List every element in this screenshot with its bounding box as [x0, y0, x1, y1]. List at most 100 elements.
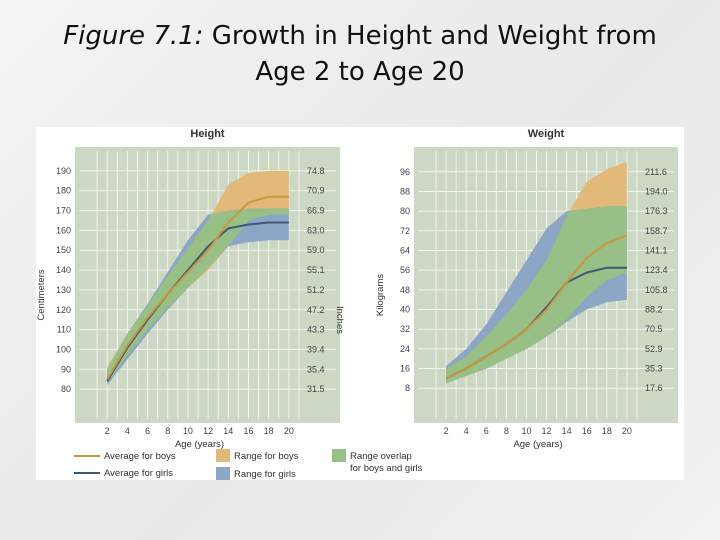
legend-overlap-line2: for boys and girls: [350, 463, 423, 474]
height-y-tick-left: 180: [56, 186, 71, 196]
height-y-tick-right: 70.9: [307, 186, 325, 196]
title-figure-number: Figure 7.1:: [63, 21, 204, 51]
weight-x-tick: 4: [464, 426, 469, 436]
height-y-axis-label-left: Centimeters: [36, 269, 47, 320]
legend-avg-boys: Average for boys: [104, 451, 176, 462]
weight-x-tick: 8: [504, 426, 509, 436]
height-x-tick: 10: [183, 426, 193, 436]
legend-range-girls: Range for girls: [234, 469, 296, 480]
height-avg-girls-line: [106, 221, 289, 382]
height-x-tick: 14: [223, 426, 233, 436]
weight-x-tick: 12: [542, 426, 552, 436]
height-x-axis-label: Age (years): [175, 439, 224, 450]
height-y-tick-left: 90: [61, 364, 71, 374]
height-x-tick: 12: [203, 426, 213, 436]
weight-y-tick-right: 52.9: [645, 344, 663, 354]
legend-girls-range-swatch: [216, 467, 230, 480]
weight-y-tick-left: 88: [400, 186, 410, 196]
weight-y-tick-left: 8: [405, 383, 410, 393]
weight-y-tick-left: 32: [400, 324, 410, 334]
height-y-tick-left: 130: [56, 285, 71, 295]
height-y-tick-left: 80: [61, 384, 71, 394]
height-y-tick-right: 43.3: [307, 325, 325, 335]
weight-x-tick: 10: [521, 426, 531, 436]
height-x-tick: 4: [125, 426, 130, 436]
height-y-tick-right: 47.2: [307, 305, 325, 315]
weight-x-tick: 18: [602, 426, 612, 436]
height-range-overlap-band: [107, 208, 289, 384]
height-y-tick-right: 66.9: [307, 206, 325, 216]
weight-chart-title: Weight: [528, 128, 565, 140]
weight-y-tick-left: 16: [400, 364, 410, 374]
height-avg-boys-line: [106, 195, 289, 380]
weight-chart: Weight96888072645648403224168211.6194.01…: [375, 128, 684, 450]
weight-y-tick-left: 40: [400, 305, 410, 315]
weight-x-axis-label: Age (years): [513, 439, 562, 450]
weight-x-tick: 14: [562, 426, 572, 436]
height-x-tick: 16: [243, 426, 253, 436]
weight-y-tick-right: 17.6: [645, 383, 663, 393]
height-y-tick-right: 31.5: [307, 384, 325, 394]
growth-charts-figure: Average for boys Average for girls Range…: [36, 128, 684, 480]
height-y-tick-left: 100: [56, 344, 71, 354]
weight-y-tick-left: 80: [400, 206, 410, 216]
height-chart-title: Height: [190, 128, 225, 140]
height-y-tick-right: 59.0: [307, 245, 325, 255]
height-y-tick-left: 170: [56, 206, 71, 216]
legend-avg-girls: Average for girls: [104, 468, 173, 479]
legend-range-boys: Range for boys: [234, 451, 299, 462]
slide-title: Figure 7.1: Growth in Height and Weight …: [0, 18, 720, 90]
height-plot-area: [75, 147, 340, 423]
height-y-tick-left: 110: [57, 325, 71, 335]
weight-y-tick-left: 64: [400, 245, 410, 255]
height-x-tick: 20: [284, 426, 294, 436]
height-y-tick-left: 140: [56, 265, 71, 275]
legend: Average for boys Average for girls Range…: [74, 449, 423, 480]
weight-y-axis-label-right: Pounds: [681, 294, 684, 326]
legend-overlap-swatch: [332, 449, 346, 462]
height-x-tick: 6: [145, 426, 150, 436]
height-y-tick-right: 63.0: [307, 225, 325, 235]
height-y-tick-right: 39.4: [307, 344, 325, 354]
title-text: Growth in Height and Weight from: [203, 21, 657, 51]
weight-y-tick-right: 70.5: [645, 324, 663, 334]
weight-y-tick-right: 158.7: [645, 226, 668, 236]
height-y-axis-label-right: Inches: [334, 306, 345, 334]
height-x-tick: 18: [264, 426, 274, 436]
weight-x-tick: 6: [484, 426, 489, 436]
weight-y-tick-left: 56: [400, 265, 410, 275]
height-y-tick-left: 190: [56, 166, 71, 176]
height-y-tick-left: 120: [56, 305, 71, 315]
weight-y-tick-right: 176.3: [645, 206, 668, 216]
weight-y-tick-left: 72: [400, 226, 410, 236]
height-x-tick: 8: [165, 426, 170, 436]
weight-y-tick-left: 48: [400, 285, 410, 295]
weight-y-axis-label-left: Kilograms: [375, 274, 386, 316]
title-text-line2: Age 2 to Age 20: [255, 57, 465, 87]
weight-avg-boys-line: [445, 234, 628, 380]
height-y-tick-right: 51.2: [307, 285, 325, 295]
weight-y-tick-right: 211.6: [645, 167, 667, 177]
height-y-tick-left: 150: [56, 245, 71, 255]
legend-overlap-line1: Range overlap: [350, 451, 412, 462]
height-x-tick: 2: [105, 426, 110, 436]
weight-y-tick-right: 105.8: [645, 285, 668, 295]
weight-x-tick: 20: [622, 426, 632, 436]
height-y-tick-right: 35.4: [307, 364, 325, 374]
weight-y-tick-right: 35.3: [645, 364, 663, 374]
height-chart: Height 190 180 170 160 150 140 130 120 110 100 90 80…: [36, 128, 345, 450]
height-y-tick-right: 74.8: [307, 166, 325, 176]
weight-x-tick: 16: [582, 426, 592, 436]
weight-range-overlap-band: [446, 206, 627, 384]
weight-y-tick-right: 141.1: [645, 245, 668, 255]
weight-y-tick-left: 24: [400, 344, 410, 354]
figure-panel: Average for boys Average for girls Range…: [36, 127, 684, 480]
height-y-tick-right: 55.1: [307, 265, 325, 275]
legend-boys-range-swatch: [216, 449, 230, 462]
weight-y-tick-right: 123.4: [645, 265, 668, 275]
weight-x-tick: 2: [444, 426, 449, 436]
height-y-tick-left: 160: [56, 225, 71, 235]
weight-y-tick-right: 194.0: [645, 186, 668, 196]
weight-y-tick-right: 88.2: [645, 305, 663, 315]
weight-y-tick-left: 96: [400, 167, 410, 177]
